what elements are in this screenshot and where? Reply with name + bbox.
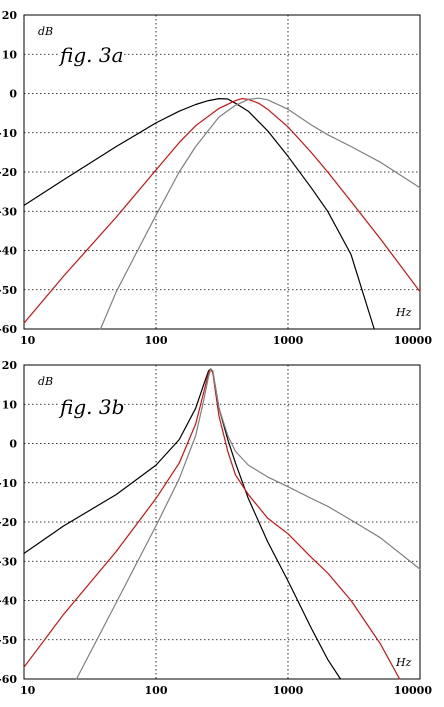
y-tick-label-3b: 0: [9, 438, 17, 451]
x-axis-ticks-3b: 10 100 1000 10000: [20, 684, 432, 697]
y-axis-label-3a: dB: [38, 25, 53, 38]
y-tick-label-3a: 20: [2, 9, 18, 22]
y-tick-label-3a: -10: [0, 127, 17, 140]
y-tick-label-3b: -40: [0, 595, 17, 608]
x-tick-label-3b: 100: [145, 684, 168, 697]
y-tick-label-3b: -50: [0, 634, 17, 647]
x-tick-label-3a: 1000: [273, 334, 304, 347]
y-tick-label-3a: 0: [9, 88, 17, 101]
y-tick-label-3b: -30: [0, 555, 17, 568]
x-axis-label-3b: Hz: [395, 656, 412, 669]
y-tick-label-3a: -50: [0, 284, 17, 297]
grid-layer-3b: [24, 365, 420, 679]
x-tick-label-3a: 100: [145, 334, 168, 347]
series-line-3a-3: [99, 97, 421, 330]
y-tick-label-3b: -10: [0, 477, 17, 490]
series-line-3b-2: [23, 368, 401, 680]
x-tick-label-3b: 1000: [273, 684, 304, 697]
grid-layer-3a: [24, 15, 420, 329]
y-axis-ticks-3b: 20 10 0 -10 -20 -30 -40 -50 -60: [0, 359, 17, 686]
y-tick-label-3b: 10: [2, 398, 18, 411]
y-axis-label-3b: dB: [38, 375, 53, 388]
y-tick-label-3a: -30: [0, 205, 17, 218]
y-tick-label-3a: -20: [0, 166, 17, 179]
y-tick-label-3a: -60: [0, 323, 17, 336]
x-tick-label-3b: 10000: [394, 684, 433, 697]
y-tick-label-3a: 10: [2, 48, 18, 61]
x-axis-ticks-3a: 10 100 1000 10000: [20, 334, 432, 347]
x-tick-label-3a: 10000: [394, 334, 433, 347]
series-layer-3b: [23, 368, 421, 680]
series-line-3b-3: [75, 368, 421, 680]
x-tick-label-3a: 10: [20, 334, 36, 347]
y-tick-label-3a: -40: [0, 245, 17, 258]
y-tick-label-3b: -20: [0, 516, 17, 529]
chart-title-3a: fig. 3a: [58, 43, 124, 67]
y-tick-label-3b: -60: [0, 673, 17, 686]
series-layer-3a: [23, 97, 421, 330]
x-axis-label-3a: Hz: [395, 306, 412, 319]
chart-title-3b: fig. 3b: [58, 395, 124, 419]
title-backdrop-3a: [58, 40, 124, 68]
y-tick-label-3b: 20: [2, 359, 18, 372]
title-backdrop-3b: [58, 392, 124, 420]
series-line-3a-2: [23, 97, 421, 324]
y-axis-ticks-3a: 20 10 0 -10 -20 -30 -40 -50 -60: [0, 9, 17, 336]
x-tick-label-3b: 10: [20, 684, 36, 697]
series-line-3a-1: [23, 97, 375, 330]
